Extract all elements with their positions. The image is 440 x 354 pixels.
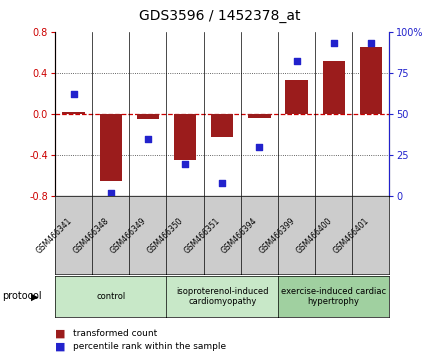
Bar (359, 47, 382, 114)
Text: percentile rank within the sample: percentile rank within the sample (73, 342, 226, 351)
Point (330, 41, 337, 46)
Text: ■: ■ (55, 341, 66, 351)
Text: GSM466348: GSM466348 (72, 216, 111, 255)
Point (144, 136, 151, 142)
Bar (62, 112, 85, 114)
Text: GSM466394: GSM466394 (220, 216, 259, 255)
Text: GSM466351: GSM466351 (183, 216, 222, 255)
Text: ■: ■ (55, 329, 66, 339)
Text: ▶: ▶ (30, 291, 38, 302)
Text: GSM466399: GSM466399 (257, 216, 297, 255)
Text: GSM466401: GSM466401 (332, 216, 371, 255)
Bar (174, 114, 196, 160)
Text: GDS3596 / 1452378_at: GDS3596 / 1452378_at (139, 9, 301, 23)
Text: GSM466400: GSM466400 (294, 216, 334, 255)
Text: GSM466349: GSM466349 (109, 216, 148, 255)
Point (367, 41, 374, 46)
Bar (323, 61, 345, 114)
Bar (99, 114, 122, 181)
Point (107, 190, 114, 196)
Text: exercise-induced cardiac
hypertrophy: exercise-induced cardiac hypertrophy (281, 287, 386, 306)
Point (293, 59, 300, 64)
Point (70, 92, 77, 97)
Text: GSM466341: GSM466341 (34, 216, 73, 255)
Bar (211, 114, 233, 137)
Text: GSM466350: GSM466350 (146, 216, 185, 255)
Text: control: control (96, 292, 125, 301)
Bar (137, 114, 159, 119)
Point (219, 181, 226, 186)
Text: isoproterenol-induced
cardiomyopathy: isoproterenol-induced cardiomyopathy (176, 287, 268, 306)
Bar (286, 80, 308, 114)
Text: protocol: protocol (2, 291, 42, 302)
Point (256, 144, 263, 150)
Text: transformed count: transformed count (73, 329, 157, 338)
Bar (248, 114, 271, 118)
Point (182, 161, 189, 166)
